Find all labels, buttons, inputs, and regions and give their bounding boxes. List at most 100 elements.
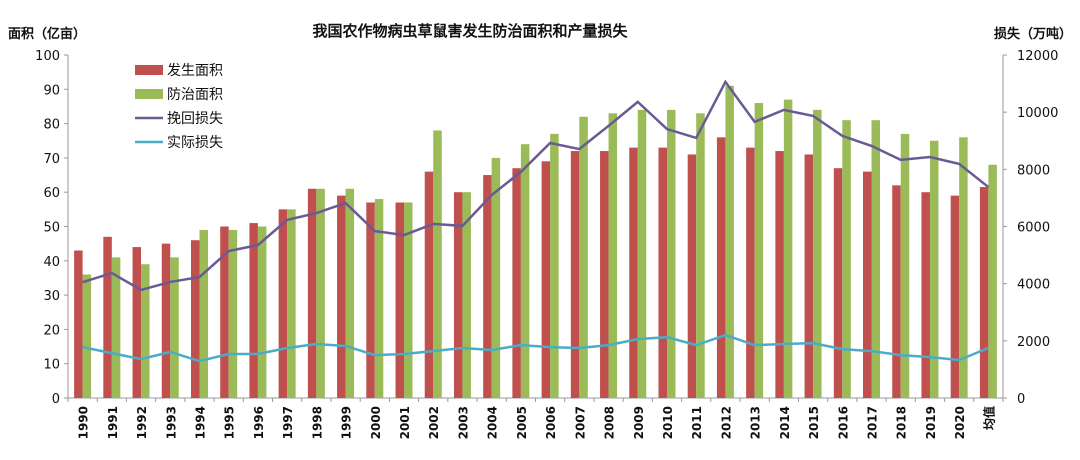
bar-control <box>930 141 939 398</box>
bar-control <box>842 120 851 398</box>
y2-axis-label: 损失（万吨） <box>994 26 1072 42</box>
bar-occurrence <box>191 240 200 398</box>
bar-occurrence <box>892 185 901 398</box>
x-tick-label: 2000 <box>369 406 383 439</box>
y-tick-label: 30 <box>43 289 60 304</box>
x-tick-label: 1992 <box>135 406 149 439</box>
y-tick-label: 70 <box>43 152 60 167</box>
x-tick-label: 2002 <box>427 406 441 439</box>
bar-occurrence <box>249 223 258 398</box>
bar-occurrence <box>279 209 288 398</box>
x-tick-label: 2008 <box>603 406 617 439</box>
bar-occurrence <box>571 151 580 398</box>
legend-label: 防治面积 <box>167 87 223 103</box>
bar-control <box>521 144 530 398</box>
x-tick-label: 1990 <box>77 406 91 439</box>
bar-control <box>170 257 179 398</box>
bar-control <box>638 110 647 398</box>
bar-occurrence <box>396 202 405 398</box>
bar-control <box>988 165 997 398</box>
legend-swatch <box>135 89 163 99</box>
bar-occurrence <box>629 148 638 398</box>
x-tick-label: 2006 <box>544 406 558 439</box>
y2-tick-label: 4000 <box>1017 278 1050 293</box>
legend-label: 挽回损失 <box>167 111 223 127</box>
bar-control <box>872 120 881 398</box>
x-tick-label: 2019 <box>924 406 938 439</box>
bar-occurrence <box>658 148 667 398</box>
x-tick-label: 1999 <box>340 406 354 439</box>
bar-occurrence <box>746 148 755 398</box>
x-tick-label: 2012 <box>719 406 733 439</box>
legend-label: 发生面积 <box>167 63 223 79</box>
y-tick-label: 20 <box>43 323 60 338</box>
x-tick-label: 1998 <box>310 406 324 439</box>
x-tick-label: 2001 <box>398 406 412 439</box>
bar-occurrence <box>308 189 317 398</box>
bar-occurrence <box>366 202 375 398</box>
x-tick-label: 2015 <box>807 406 821 439</box>
x-tick-label: 2017 <box>866 406 880 439</box>
x-tick-label: 2010 <box>661 406 675 439</box>
x-tick-label: 1996 <box>252 406 266 439</box>
y2-tick-label: 10000 <box>1017 106 1058 121</box>
bar-occurrence <box>133 247 142 398</box>
bar-occurrence <box>805 154 814 398</box>
bar-control <box>199 230 208 398</box>
bar-control <box>316 189 325 398</box>
bar-occurrence <box>834 168 843 398</box>
bar-occurrence <box>162 244 171 398</box>
y2-tick-label: 12000 <box>1017 49 1058 64</box>
y2-tick-label: 2000 <box>1017 335 1050 350</box>
bar-control <box>784 100 793 398</box>
bar-occurrence <box>600 151 609 398</box>
x-tick-label: 2014 <box>778 406 792 439</box>
y2-tick-label: 6000 <box>1017 221 1050 236</box>
x-tick-label: 2020 <box>953 406 967 439</box>
bar-occurrence <box>425 172 434 398</box>
y-tick-label: 0 <box>52 392 60 407</box>
y-tick-label: 10 <box>43 358 60 373</box>
bar-control <box>229 230 238 398</box>
bar-control <box>375 199 384 398</box>
bar-control <box>667 110 676 398</box>
bar-control <box>696 113 705 398</box>
bar-control <box>550 134 559 398</box>
bar-control <box>901 134 910 398</box>
bar-occurrence <box>483 175 492 398</box>
x-tick-label: 2009 <box>632 406 646 439</box>
bar-control <box>141 264 150 398</box>
y-tick-label: 100 <box>35 49 60 64</box>
bar-occurrence <box>454 192 463 398</box>
bar-occurrence <box>103 237 112 398</box>
bar-occurrence <box>775 151 784 398</box>
bar-control <box>755 103 764 398</box>
legend-swatch <box>135 65 163 75</box>
bar-control <box>433 130 442 398</box>
x-tick-label: 2007 <box>573 406 587 439</box>
x-tick-label: 2004 <box>486 406 500 439</box>
y-tick-label: 50 <box>43 221 60 236</box>
bar-occurrence <box>542 161 551 398</box>
bar-occurrence <box>512 168 521 398</box>
y-axis-label: 面积（亿亩） <box>8 26 86 42</box>
line-actual-loss <box>83 335 989 361</box>
bar-occurrence <box>688 154 697 398</box>
x-tick-label: 2018 <box>895 406 909 439</box>
bar-occurrence <box>980 187 989 398</box>
bar-occurrence <box>951 196 960 398</box>
x-tick-label: 1994 <box>193 406 207 439</box>
bar-occurrence <box>337 196 346 398</box>
bar-control <box>725 86 734 398</box>
x-tick-label: 1993 <box>164 406 178 439</box>
y2-tick-label: 8000 <box>1017 163 1050 178</box>
y-tick-label: 90 <box>43 83 60 98</box>
x-tick-label: 2005 <box>515 406 529 439</box>
y-tick-label: 60 <box>43 186 60 201</box>
bar-control <box>579 117 588 398</box>
chart-title: 我国农作物病虫草鼠害发生防治面积和产量损失 <box>312 22 628 40</box>
legend-label: 实际损失 <box>167 135 223 151</box>
x-tick-label: 2013 <box>749 406 763 439</box>
bar-control <box>83 275 92 398</box>
